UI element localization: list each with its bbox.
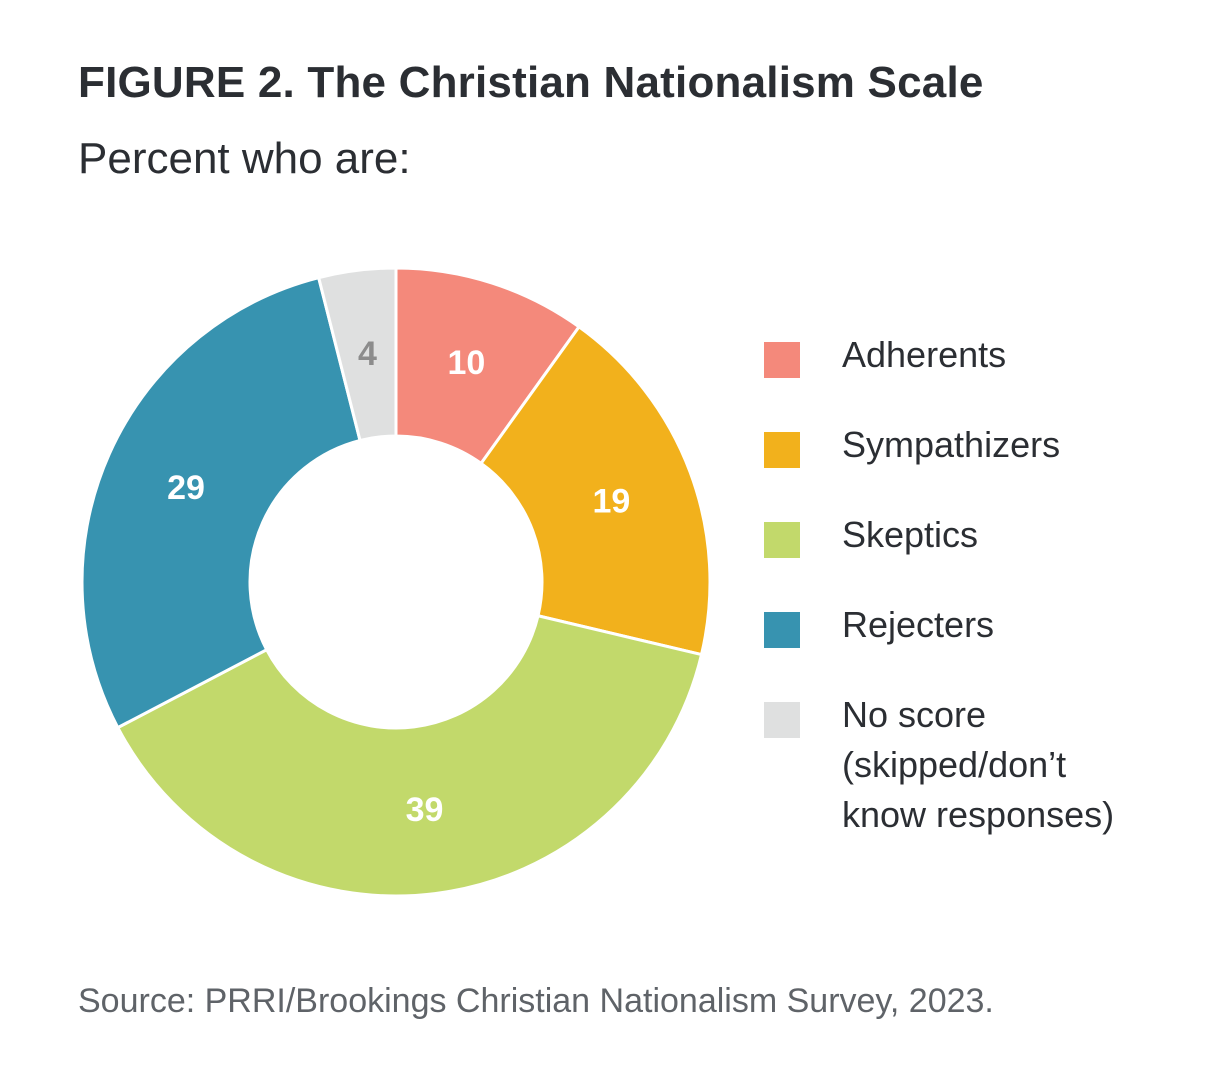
slice-value-label: 19: [593, 482, 631, 520]
slice-value-label: 29: [167, 469, 205, 507]
legend-swatch-no-score: [764, 702, 800, 738]
chart-subtitle: Percent who are:: [78, 134, 411, 183]
slice-skeptics: [115, 613, 704, 898]
slice-value-label: 39: [406, 791, 444, 829]
legend-swatch-rejecters: [764, 612, 800, 648]
slice-rejecters: [80, 275, 362, 730]
slice-no-score: [316, 266, 398, 443]
legend-label-rejecters: Rejecters: [842, 604, 995, 645]
legend-label-sympathizers: Sympathizers: [842, 424, 1061, 465]
legend-label-skeptics: Skeptics: [842, 514, 979, 555]
slice-value-label: 10: [447, 344, 485, 382]
slice-sympathizers: [478, 324, 712, 657]
source-note: Source: PRRI/Brookings Christian Nationa…: [78, 982, 994, 1020]
slice-value-label: 4: [358, 335, 377, 373]
legend-label-adherents: Adherents: [842, 334, 1007, 375]
legend-label-no-score: No score (skipped/don’t know responses): [842, 694, 1115, 835]
legend-swatch-sympathizers: [764, 432, 800, 468]
legend-swatch-adherents: [764, 342, 800, 378]
legend-swatch-skeptics: [764, 522, 800, 558]
chart-title: FIGURE 2. The Christian Nationalism Scal…: [78, 58, 984, 107]
